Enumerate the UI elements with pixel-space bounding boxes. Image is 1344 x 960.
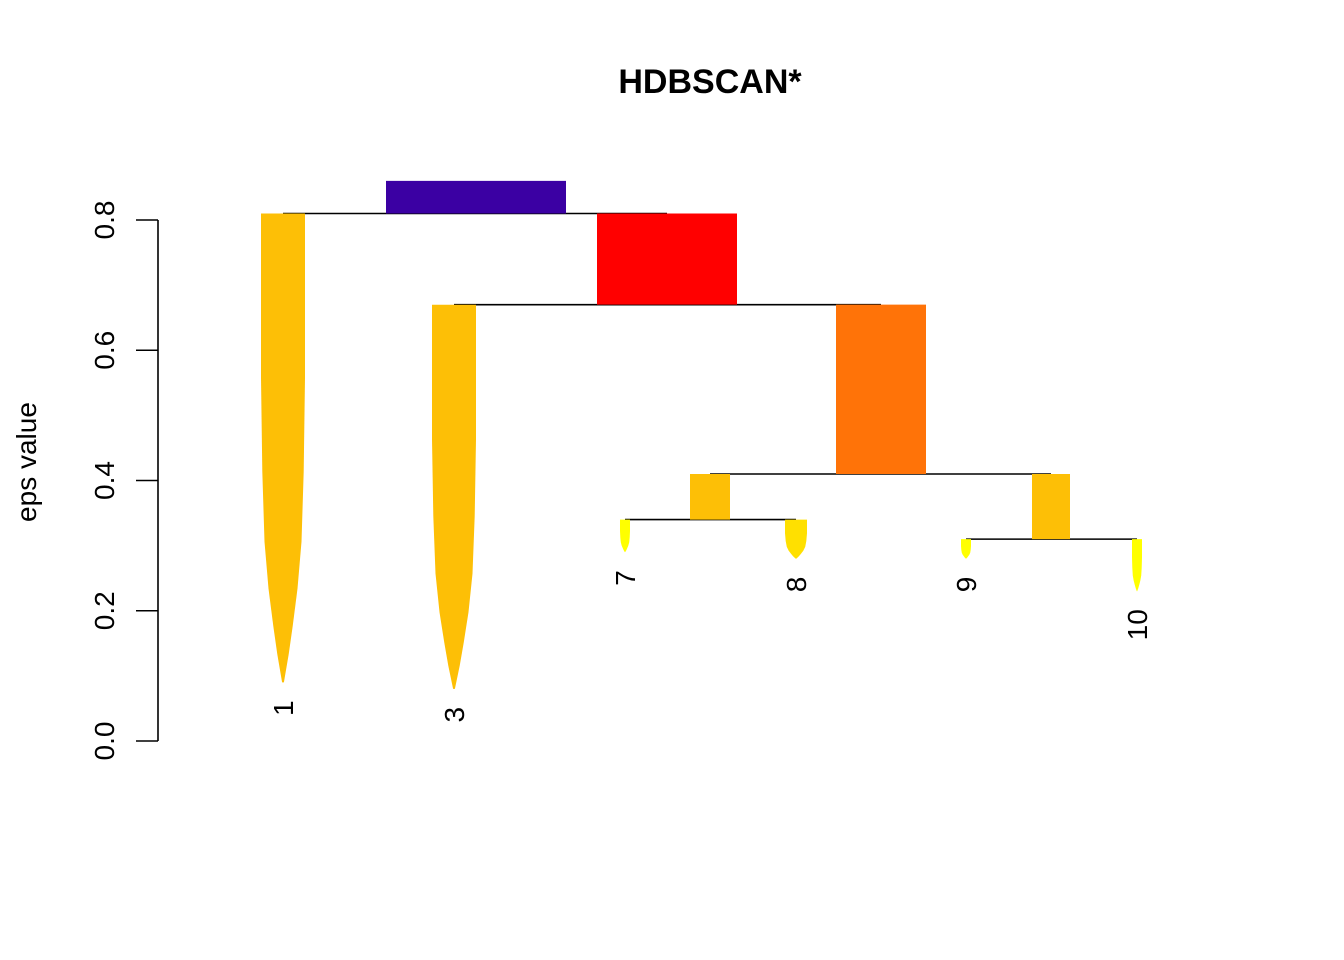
- leaf-label-10: 10: [1122, 609, 1153, 640]
- y-tick-label: 0.0: [89, 722, 120, 761]
- cluster-node-7: [620, 519, 630, 553]
- y-tick-label: 0.6: [89, 331, 120, 370]
- y-tick-label: 0.2: [89, 591, 120, 630]
- y-tick-label: 0.8: [89, 201, 120, 240]
- cluster-node-root: [386, 180, 566, 214]
- y-axis: 0.0 0.2 0.4 0.6 0.8: [89, 201, 159, 761]
- leaf-label-3: 3: [439, 707, 470, 723]
- y-axis-label: eps value: [11, 402, 42, 522]
- cluster-node-9: [961, 539, 971, 559]
- cluster-node-inner-c: [690, 473, 730, 520]
- y-tick-label: 0.4: [89, 461, 120, 500]
- cluster-node-3: [432, 304, 476, 689]
- leaf-label-8: 8: [781, 577, 812, 593]
- tree-nodes: [261, 180, 1142, 689]
- chart-title: HDBSCAN*: [618, 63, 802, 101]
- cluster-node-inner-a: [597, 213, 737, 305]
- cluster-node-8: [785, 519, 807, 559]
- cluster-node-inner-b: [836, 304, 926, 474]
- cluster-node-inner-d: [1032, 473, 1070, 540]
- cluster-node-10: [1132, 539, 1142, 592]
- leaf-labels: 1 3 7 8 9 10: [268, 570, 1153, 722]
- leaf-label-9: 9: [951, 577, 982, 593]
- leaf-label-7: 7: [610, 570, 641, 586]
- cluster-node-1: [261, 213, 305, 683]
- leaf-label-1: 1: [268, 700, 299, 716]
